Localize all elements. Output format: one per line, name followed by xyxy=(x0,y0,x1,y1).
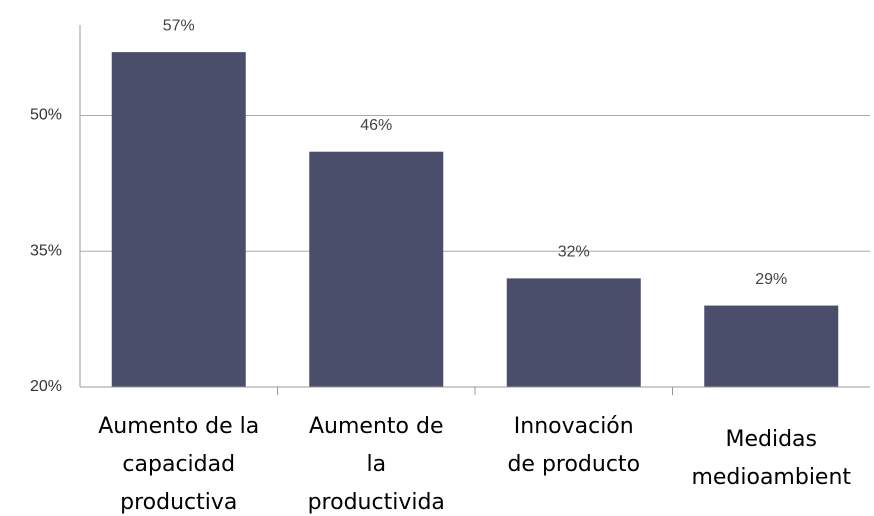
bar xyxy=(111,52,246,388)
x-tick-label: Aumento de la xyxy=(98,414,259,439)
x-tick-label: Innovación xyxy=(514,414,634,439)
y-tick-label: 20% xyxy=(30,378,62,395)
x-tick-label: medioambient xyxy=(691,465,851,490)
x-tick-label: la xyxy=(366,452,386,477)
bar xyxy=(506,278,641,387)
value-label: 32% xyxy=(558,244,590,261)
value-label: 46% xyxy=(360,117,392,134)
bar xyxy=(309,151,444,387)
value-label: 57% xyxy=(163,17,195,34)
x-tick-label: de producto xyxy=(507,452,640,477)
x-tick-label: capacidad xyxy=(122,452,235,477)
x-tick-label: productivida xyxy=(308,490,445,515)
x-tick-label: Medidas xyxy=(725,427,817,452)
value-label: 29% xyxy=(755,271,787,288)
y-tick-label: 50% xyxy=(30,107,62,124)
x-tick-label: productiva xyxy=(120,490,237,515)
x-tick-label: Aumento de xyxy=(309,414,443,439)
y-tick-label: 35% xyxy=(30,242,62,259)
bar xyxy=(704,305,839,387)
